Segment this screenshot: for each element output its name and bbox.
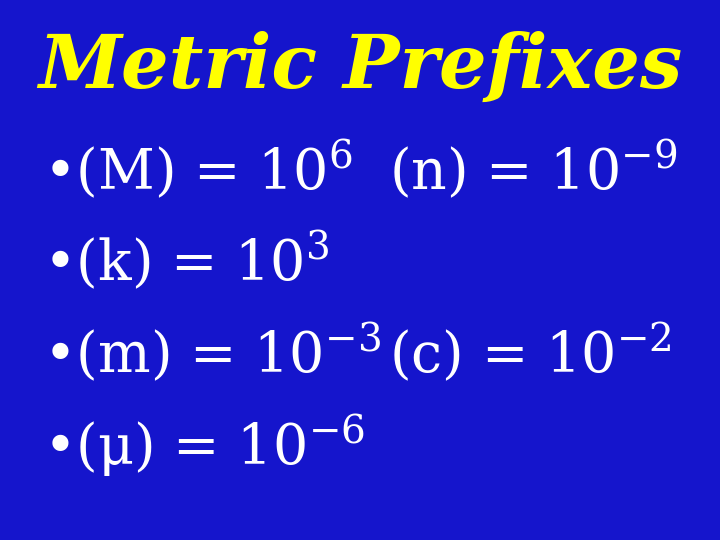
Text: •(μ) = 10$^{\mathregular{-6}}$: •(μ) = 10$^{\mathregular{-6}}$ [43,412,365,479]
Text: Metric Prefixes: Metric Prefixes [38,31,682,104]
Text: •(M) = 10$^{\mathregular{6}}$: •(M) = 10$^{\mathregular{6}}$ [43,139,354,201]
Text: •(m) = 10$^{\mathregular{-3}}$: •(m) = 10$^{\mathregular{-3}}$ [43,322,381,385]
Text: (c) = 10$^{\mathregular{-2}}$: (c) = 10$^{\mathregular{-2}}$ [389,322,672,385]
Text: •(k) = 10$^{\mathregular{3}}$: •(k) = 10$^{\mathregular{3}}$ [43,231,330,293]
Text: (n) = 10$^{\mathregular{-9}}$: (n) = 10$^{\mathregular{-9}}$ [389,139,678,201]
